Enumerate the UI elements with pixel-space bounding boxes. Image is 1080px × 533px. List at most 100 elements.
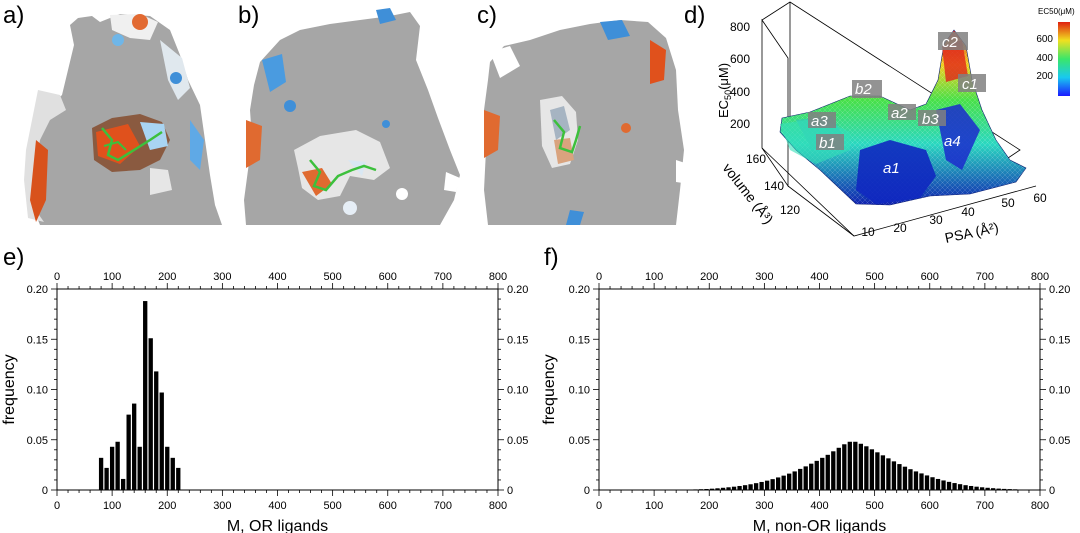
histogram-bar [148,338,153,490]
x-tick-label-top: 400 [268,271,286,283]
histogram-bar [814,460,819,490]
histogram-bar [1002,488,1007,490]
region-label-c1: c1 [962,76,978,93]
y-tick-label: 0.05 [569,435,590,447]
histogram-bar [864,446,869,490]
histogram-bar [693,489,698,490]
histogram-bar [742,485,748,490]
region-label-b1: b1 [819,135,836,152]
x-tick-label-top: 100 [645,271,663,283]
histogram-bar [1018,489,1023,490]
surface-plot-d: 800 600 400 200 EC50(μM) c2 c1 b2 a2 b3 … [716,1,1075,246]
x-tick-label: 400 [810,500,828,512]
y-tick-label: 0.15 [569,334,590,346]
y-tick-label: 0.20 [27,284,48,296]
x-tick-label-top: 600 [921,271,939,283]
colorbar [1058,22,1070,96]
histogram-bar [820,457,825,490]
histogram-bar [98,457,104,490]
x-tick-label-top: 0 [54,271,60,283]
histogram-bar [698,489,704,490]
x-tick-label: 100 [103,500,121,512]
plot-frame [598,288,1041,491]
x-tick-label: 300 [213,500,231,512]
histogram-bar [104,467,109,490]
histogram-bar [974,486,979,490]
panel-label-c: c) [477,2,497,29]
plot-frame [56,288,499,491]
histogram-bar [120,478,126,490]
x-tick-label: 700 [976,500,994,512]
histogram-bar [159,392,164,490]
histogram-bar [792,471,797,490]
molecular-surface-b [244,8,460,225]
z-tick-label: 200 [730,117,750,131]
histogram-bar [930,477,935,490]
y-tick-label-right: 0.05 [1049,435,1070,447]
y-tick-label-right: 0.15 [507,334,528,346]
x-tick-label-top: 200 [158,271,176,283]
z-tick-label: 400 [730,85,750,99]
histogram-bar [831,451,836,490]
panel-label-f: f) [544,244,559,271]
x-tick-label-top: 700 [976,271,994,283]
region-label-c2: c2 [942,34,959,51]
histogram-bar [809,463,814,490]
psa-tick-label: 30 [929,213,943,227]
x-tick-label-top: 600 [379,271,397,283]
histogram-bar [853,441,858,490]
histogram-bar [897,464,902,490]
histogram-f: 0010010020020030030040040050050060060070… [541,271,1070,533]
psa-tick-label: 10 [861,225,875,239]
x-tick-label: 0 [596,500,602,512]
histogram-bar [842,444,847,490]
histogram-bar [126,414,131,490]
histogram-bar [709,488,715,490]
volume-tick-label: 140 [764,179,784,193]
z-tick-label: 600 [730,52,750,66]
histogram-bar [924,475,930,490]
x-tick-label: 200 [700,500,718,512]
histogram-bar [803,466,808,490]
histogram-bar [764,480,770,490]
volume-tick-label: 120 [780,203,800,217]
y-tick-label: 0.05 [27,435,48,447]
x-tick-label: 600 [921,500,939,512]
x-axis-label: M, OR ligands [227,518,328,533]
volume-tick-label: 160 [746,152,766,166]
x-tick-label-top: 300 [213,271,231,283]
region-label-a4: a4 [944,133,961,150]
histogram-bar [891,461,897,490]
y-tick-label: 0.20 [569,284,590,296]
x-tick-label-top: 500 [323,271,341,283]
histogram-bar [715,488,720,490]
x-tick-label-top: 200 [700,271,718,283]
psa-tick-label: 50 [1001,196,1015,210]
histogram-bar [704,488,709,490]
histogram-bar [170,457,175,490]
psa-tick-label: 60 [1033,191,1047,205]
histogram-bar [941,480,946,490]
histogram-bar [847,441,852,490]
histogram-bar [137,446,142,490]
histogram-bar [858,443,863,490]
histogram-bar [996,488,1001,490]
y-tick-label-right: 0 [1049,485,1055,497]
histogram-bar [963,485,968,490]
histogram-bar [952,483,957,490]
histogram-bar [770,479,775,490]
psa-tick-label: 40 [961,205,975,219]
histogram-bar [1013,489,1018,490]
histogram-bar [968,485,974,490]
panel-label-e: e) [3,244,25,271]
y-tick-label-right: 0.20 [1049,284,1070,296]
x-tick-label-top: 0 [596,271,602,283]
histogram-bar [759,481,764,490]
y-axis-label: frequency [541,354,558,424]
region-label-a3: a3 [811,113,828,130]
x-tick-label: 800 [489,500,507,512]
psa-axis-label: PSA (Å²) [943,219,1000,246]
histogram-bar [176,467,181,490]
x-tick-label: 500 [865,500,883,512]
colorbar-tick-label: 200 [1036,71,1053,82]
